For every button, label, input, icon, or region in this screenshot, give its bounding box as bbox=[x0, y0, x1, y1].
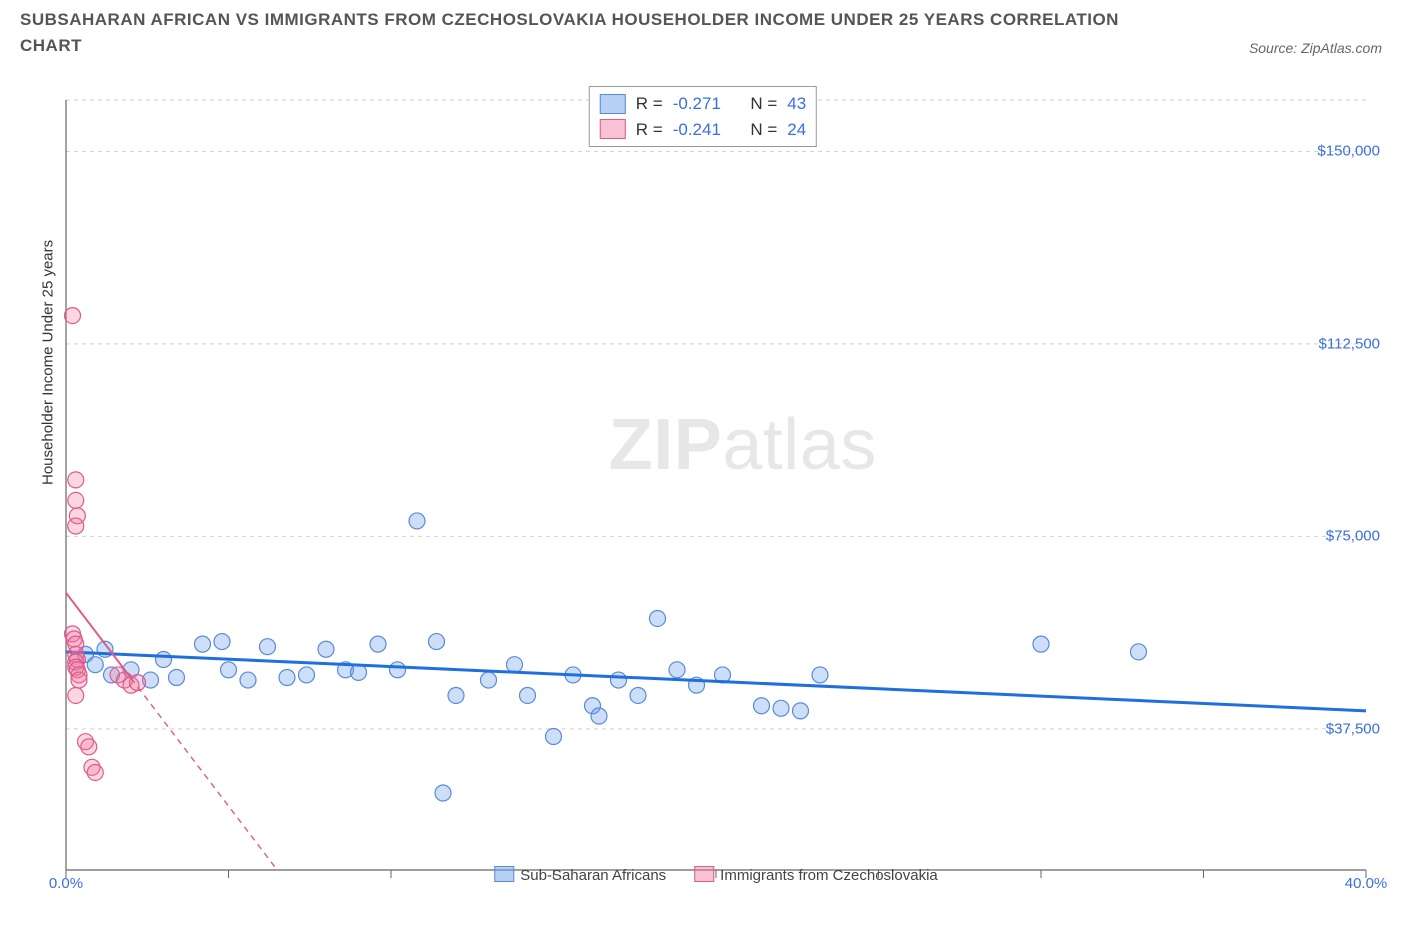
data-point bbox=[279, 670, 295, 686]
data-point bbox=[435, 785, 451, 801]
scatter-plot-svg bbox=[46, 80, 1386, 890]
chart-title-line2: CHART bbox=[20, 36, 1386, 56]
chart-area: Householder Income Under 25 years $37,50… bbox=[46, 80, 1386, 890]
data-point bbox=[793, 703, 809, 719]
correlation-row: R = -0.241 N = 24 bbox=[600, 117, 806, 143]
correlation-row: R = -0.271 N = 43 bbox=[600, 91, 806, 117]
R-value: -0.241 bbox=[673, 117, 721, 143]
trend-line bbox=[66, 652, 1366, 711]
data-point bbox=[520, 687, 536, 703]
data-point bbox=[481, 672, 497, 688]
data-point bbox=[669, 662, 685, 678]
R-label: R = bbox=[636, 91, 663, 117]
data-point bbox=[650, 610, 666, 626]
data-point bbox=[130, 675, 146, 691]
data-point bbox=[68, 687, 84, 703]
legend-swatch bbox=[694, 866, 714, 882]
y-tick-label: $112,500 bbox=[1319, 335, 1380, 352]
data-point bbox=[591, 708, 607, 724]
data-point bbox=[611, 672, 627, 688]
data-point bbox=[507, 657, 523, 673]
N-label: N = bbox=[750, 91, 777, 117]
data-point bbox=[409, 513, 425, 529]
legend-label: Sub-Saharan Africans bbox=[520, 867, 666, 884]
data-point bbox=[630, 687, 646, 703]
legend-item: Sub-Saharan Africans bbox=[494, 866, 666, 884]
data-point bbox=[156, 652, 172, 668]
data-point bbox=[370, 636, 386, 652]
data-point bbox=[68, 492, 84, 508]
correlation-legend: R = -0.271 N = 43R = -0.241 N = 24 bbox=[589, 86, 817, 147]
legend-swatch bbox=[600, 119, 626, 139]
trend-line-extrapolated bbox=[131, 678, 277, 870]
y-tick-label: $37,500 bbox=[1326, 720, 1380, 737]
data-point bbox=[240, 672, 256, 688]
N-label: N = bbox=[750, 117, 777, 143]
data-point bbox=[299, 667, 315, 683]
data-point bbox=[1033, 636, 1049, 652]
data-point bbox=[812, 667, 828, 683]
data-point bbox=[68, 472, 84, 488]
data-point bbox=[260, 639, 276, 655]
legend-swatch bbox=[600, 94, 626, 114]
data-point bbox=[195, 636, 211, 652]
y-tick-label: $150,000 bbox=[1317, 143, 1380, 160]
data-point bbox=[68, 518, 84, 534]
x-tick-label: 40.0% bbox=[1345, 875, 1388, 892]
data-point bbox=[754, 698, 770, 714]
data-point bbox=[87, 657, 103, 673]
data-point bbox=[390, 662, 406, 678]
data-point bbox=[214, 634, 230, 650]
data-point bbox=[81, 739, 97, 755]
x-tick-label: 0.0% bbox=[49, 875, 83, 892]
data-point bbox=[429, 634, 445, 650]
y-axis-title: Householder Income Under 25 years bbox=[40, 240, 57, 485]
chart-title-line1: SUBSAHARAN AFRICAN VS IMMIGRANTS FROM CZ… bbox=[20, 10, 1386, 30]
R-label: R = bbox=[636, 117, 663, 143]
data-point bbox=[221, 662, 237, 678]
data-point bbox=[1131, 644, 1147, 660]
legend-bottom: Sub-Saharan Africans Immigrants from Czec… bbox=[494, 866, 938, 884]
data-point bbox=[773, 700, 789, 716]
N-value: 43 bbox=[787, 91, 806, 117]
legend-swatch bbox=[494, 866, 514, 882]
data-point bbox=[169, 670, 185, 686]
legend-item: Immigrants from Czechoslovakia bbox=[694, 866, 938, 884]
legend-label: Immigrants from Czechoslovakia bbox=[720, 867, 938, 884]
data-point bbox=[71, 672, 87, 688]
R-value: -0.271 bbox=[673, 91, 721, 117]
data-point bbox=[448, 687, 464, 703]
y-tick-label: $75,000 bbox=[1326, 528, 1380, 545]
N-value: 24 bbox=[787, 117, 806, 143]
data-point bbox=[87, 764, 103, 780]
source-label: Source: ZipAtlas.com bbox=[1249, 40, 1382, 56]
data-point bbox=[65, 308, 81, 324]
data-point bbox=[318, 641, 334, 657]
data-point bbox=[546, 729, 562, 745]
